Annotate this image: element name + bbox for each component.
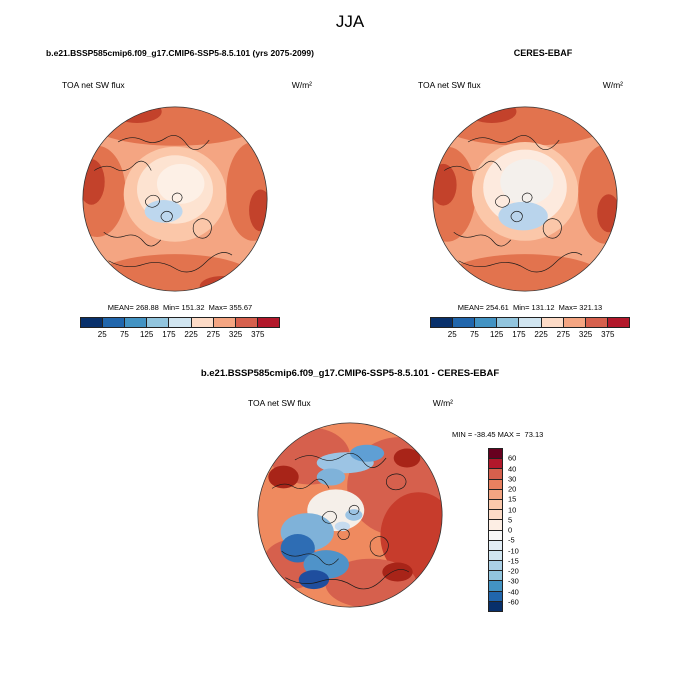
colorbar-tick-label: 325 xyxy=(228,330,243,339)
diff-minmax-stats: MIN = -38.45 MAX = 73.13 xyxy=(452,430,544,439)
diff-colorbar: 60 40 30 20 15 10 5 0 -5 -10 -15 -20 -30 -40 -60 xyxy=(488,448,548,618)
diff-colorbar-ticks: 60 40 30 20 15 10 5 0 -5 -10 -15 -20 -30 -40 -60 xyxy=(508,448,538,612)
diff-units-label: W/m² xyxy=(432,398,453,408)
obs-var-row: TOA net SW flux W/m² xyxy=(418,80,623,90)
colorbar-tick-label: -60 xyxy=(508,597,519,607)
obs-units-label: W/m² xyxy=(602,80,623,90)
season-title: JJA xyxy=(335,12,365,31)
colorbar-tick-label: 30 xyxy=(508,474,517,484)
model-stats: MEAN= 268.88 Min= 151.32 Max= 355.67 xyxy=(107,303,253,312)
colorbar-tick-label: 275 xyxy=(206,330,221,339)
obs-stats: MEAN= 254.61 Min= 131.12 Max= 321.13 xyxy=(457,303,603,312)
model-colorbar-ticks: 25 75 125 175 225 275 325 375 xyxy=(80,328,280,340)
colorbar-tick-label: -10 xyxy=(508,546,519,555)
colorbar-tick-label: 125 xyxy=(489,330,504,339)
model-colorbar-bar xyxy=(80,317,280,328)
colorbar-tick-label: -30 xyxy=(508,576,519,586)
diff-var-row: TOA net SW flux W/m² xyxy=(248,398,453,408)
colorbar-tick-label: 20 xyxy=(508,484,517,494)
colorbar-tick-label: 25 xyxy=(447,330,457,339)
colorbar-tick-label: 175 xyxy=(512,330,526,339)
model-variable-label: TOA net SW flux xyxy=(62,80,125,90)
colorbar-tick-label: 75 xyxy=(119,330,129,339)
model-polar-map xyxy=(82,106,268,292)
diff-variable-label: TOA net SW flux xyxy=(248,398,311,408)
colorbar-tick-label: -20 xyxy=(508,566,519,576)
colorbar-tick-label: 0 xyxy=(508,525,513,535)
obs-colorbar: 25 75 125 175 225 275 325 375 xyxy=(430,317,630,340)
colorbar-tick-label: 225 xyxy=(534,330,548,339)
obs-variable-label: TOA net SW flux xyxy=(418,80,481,90)
colorbar-tick-label: 25 xyxy=(97,330,107,339)
colorbar-tick-label: 375 xyxy=(601,330,615,339)
obs-panel-title: CERES-EBAF xyxy=(513,48,573,58)
colorbar-tick-label: 225 xyxy=(184,330,198,339)
diff-colorbar-bar xyxy=(488,448,503,612)
model-units-label: W/m² xyxy=(291,80,312,90)
colorbar-tick-label: -5 xyxy=(508,535,515,545)
colorbar-tick-label: 15 xyxy=(508,494,517,504)
colorbar-tick-label: 175 xyxy=(162,330,176,339)
model-panel-title: b.e21.BSSP585cmip6.f09_g17.CMIP6-SSP5-8.… xyxy=(46,48,314,58)
model-var-row: TOA net SW flux W/m² xyxy=(62,80,312,90)
colorbar-tick-label: -40 xyxy=(508,587,519,596)
colorbar-tick-label: -15 xyxy=(508,556,519,566)
colorbar-tick-label: 5 xyxy=(508,515,513,525)
colorbar-tick-label: 275 xyxy=(556,330,571,339)
colorbar-tick-label: 325 xyxy=(578,330,593,339)
model-colorbar: 25 75 125 175 225 275 325 375 xyxy=(80,317,280,340)
diff-panel-title: b.e21.BSSP585cmip6.f09_g17.CMIP6-SSP5-8.… xyxy=(200,368,500,379)
colorbar-tick-label: 10 xyxy=(508,505,517,514)
colorbar-tick-label: 375 xyxy=(251,330,265,339)
obs-colorbar-bar xyxy=(430,317,630,328)
obs-colorbar-ticks: 25 75 125 175 225 275 325 375 xyxy=(430,328,630,340)
colorbar-tick-label: 125 xyxy=(139,330,154,339)
diff-polar-map xyxy=(257,422,443,608)
obs-polar-map xyxy=(432,106,618,292)
colorbar-tick-label: 75 xyxy=(469,330,479,339)
colorbar-tick-label: 40 xyxy=(508,464,517,473)
colorbar-tick-label: 60 xyxy=(508,453,517,463)
